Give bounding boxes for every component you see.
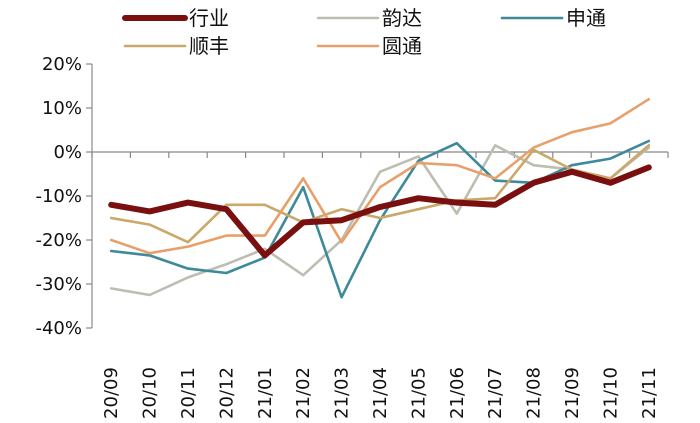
y-tick-label: -20% bbox=[35, 230, 82, 251]
x-tick-label: 21/03 bbox=[332, 367, 353, 419]
legend-label: 韵达 bbox=[382, 6, 422, 30]
series-layer bbox=[108, 97, 652, 299]
x-tick-label: 20/09 bbox=[101, 367, 122, 419]
x-tick-label: 21/04 bbox=[370, 367, 391, 419]
y-tick-label: -10% bbox=[35, 186, 82, 207]
x-tick-label: 21/05 bbox=[408, 367, 429, 419]
x-tick-label: 21/09 bbox=[562, 367, 583, 419]
x-tick-label: 21/06 bbox=[447, 367, 468, 419]
series-line bbox=[108, 164, 652, 259]
legend-label: 申通 bbox=[566, 6, 606, 30]
legend-label: 行业 bbox=[189, 6, 229, 30]
y-tick-label: -40% bbox=[35, 318, 82, 339]
y-tick-label: -30% bbox=[35, 274, 82, 295]
x-tick-label: 21/01 bbox=[255, 367, 276, 419]
series-line bbox=[109, 144, 651, 244]
x-tick-label: 21/11 bbox=[639, 367, 660, 419]
x-tick-label: 21/10 bbox=[600, 367, 621, 419]
legend-label: 顺丰 bbox=[189, 34, 229, 58]
x-tick-label: 20/10 bbox=[140, 367, 161, 419]
x-tick-label: 21/02 bbox=[293, 367, 314, 419]
y-tick-label: 20% bbox=[42, 54, 82, 75]
y-tick-label: 0% bbox=[53, 142, 82, 163]
axes: -40% -30% -20% -10% 0% 10% 20% 20/09 20/10 20/11 2… bbox=[35, 54, 669, 419]
series-line bbox=[109, 97, 651, 255]
x-tick-label: 20/11 bbox=[178, 367, 199, 419]
legend-label: 圆通 bbox=[382, 34, 422, 58]
y-tick-label: 10% bbox=[42, 98, 82, 119]
x-tick-label: 21/08 bbox=[524, 367, 545, 419]
x-tick-label: 21/07 bbox=[485, 367, 506, 419]
x-tick-label: 20/12 bbox=[216, 367, 237, 419]
